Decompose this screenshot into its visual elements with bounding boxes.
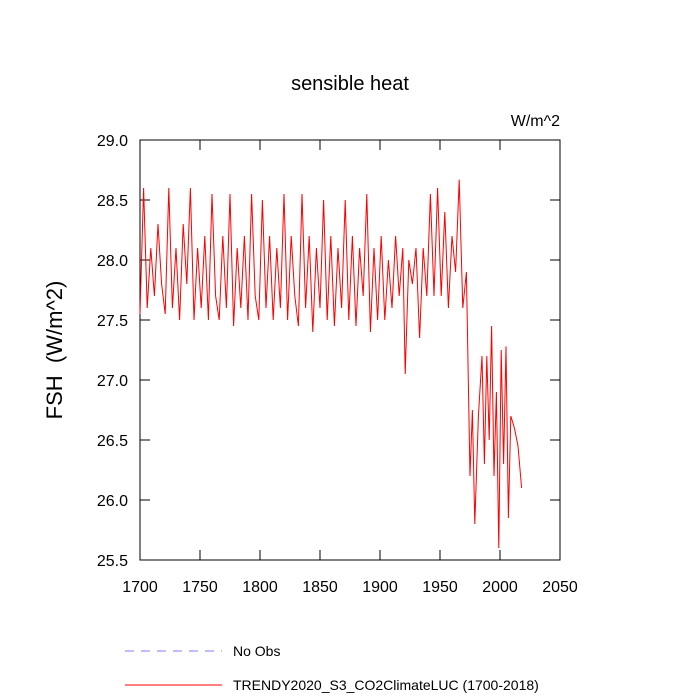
data-line xyxy=(139,179,523,549)
y-tick-label: 27.5 xyxy=(97,313,128,330)
y-tick-label: 26.5 xyxy=(97,433,128,450)
y-tick-label: 25.5 xyxy=(97,553,128,570)
y-tick-label: 28.5 xyxy=(97,193,128,210)
x-tick-label: 1700 xyxy=(122,579,158,596)
y-tick-label: 26.0 xyxy=(97,493,128,510)
x-tick-label: 1750 xyxy=(182,579,218,596)
x-tick-label: 1950 xyxy=(422,579,458,596)
x-tick-label: 1900 xyxy=(362,579,398,596)
x-tick-label: 2000 xyxy=(482,579,518,596)
x-tick-label: 1800 xyxy=(242,579,278,596)
units: W/m^2 xyxy=(511,113,560,130)
chart-title: sensible heat xyxy=(291,73,409,95)
plot-frame xyxy=(139,139,561,561)
legend-label: No Obs xyxy=(233,643,280,659)
x-tick-label: 2050 xyxy=(542,579,578,596)
legend-label: TRENDY2020_S3_CO2ClimateLUC (1700-2018) xyxy=(233,677,539,693)
y-tick-label: 27.0 xyxy=(97,373,128,390)
y-axis-label: FSH (W/m^2) xyxy=(42,281,67,420)
x-tick-label: 1850 xyxy=(302,579,338,596)
y-tick-label: 29.0 xyxy=(97,133,128,150)
y-tick-label: 28.0 xyxy=(97,253,128,270)
